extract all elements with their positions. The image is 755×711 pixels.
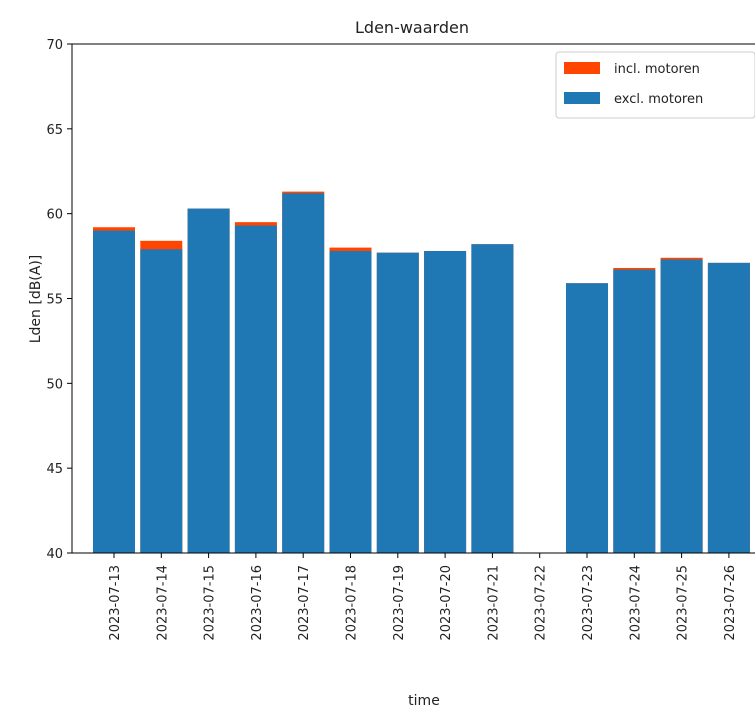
legend-label-excl-motoren: excl. motoren [614,92,703,107]
bar-excl-motoren [329,250,372,553]
y-tick-label: 65 [46,123,63,138]
bar-excl-motoren [566,283,608,553]
y-tick-label: 55 [46,293,63,308]
x-tick-label: 2023-07-26 [723,565,738,641]
x-tick-label: 2023-07-20 [439,565,454,641]
bar-excl-motoren [424,250,467,553]
y-tick-label: 40 [46,547,63,562]
x-axis-label: time [408,693,440,709]
bar-excl-motoren [660,259,703,553]
bar-excl-motoren [187,208,230,553]
bar-excl-motoren [234,225,277,553]
x-tick-label: 2023-07-23 [581,565,596,641]
bar-excl-motoren [282,193,325,553]
bar-excl-motoren [376,252,419,553]
legend-swatch-excl-motoren [564,92,600,104]
legend-label-incl-motoren: incl. motoren [614,62,700,77]
bar-excl-motoren [140,249,183,553]
x-tick-label: 2023-07-13 [108,565,123,641]
plot-area: 40 45 50 55 60 65 70 2023-07-13 2023-07-14 2023-0… [46,38,755,641]
chart-title: Lden-waarden [355,18,469,37]
bar-excl-motoren [471,244,514,553]
bar-excl-motoren [93,230,135,553]
y-tick-label: 60 [46,208,63,223]
x-tick-label: 2023-07-15 [203,565,218,641]
y-tick-label: 50 [46,377,63,392]
x-tick-label: 2023-07-14 [155,565,170,641]
x-tick-label: 2023-07-16 [250,565,265,641]
legend-box [555,51,755,119]
legend-swatch-incl-motoren [564,62,600,74]
bar-excl-motoren [707,262,750,553]
x-tick-label: 2023-07-19 [392,565,407,641]
x-tick-label: 2023-07-18 [345,565,360,641]
bar-excl-motoren [613,269,656,553]
x-tick-label: 2023-07-24 [628,565,643,641]
x-tick-label: 2023-07-25 [676,565,691,641]
y-tick-label: 45 [46,462,63,477]
x-tick-label: 2023-07-21 [486,565,501,641]
y-tick-label: 70 [46,38,63,53]
y-axis-label: Lden [dB(A)] [28,255,44,344]
x-tick-label: 2023-07-22 [534,565,549,641]
x-tick-label: 2023-07-17 [297,565,312,641]
